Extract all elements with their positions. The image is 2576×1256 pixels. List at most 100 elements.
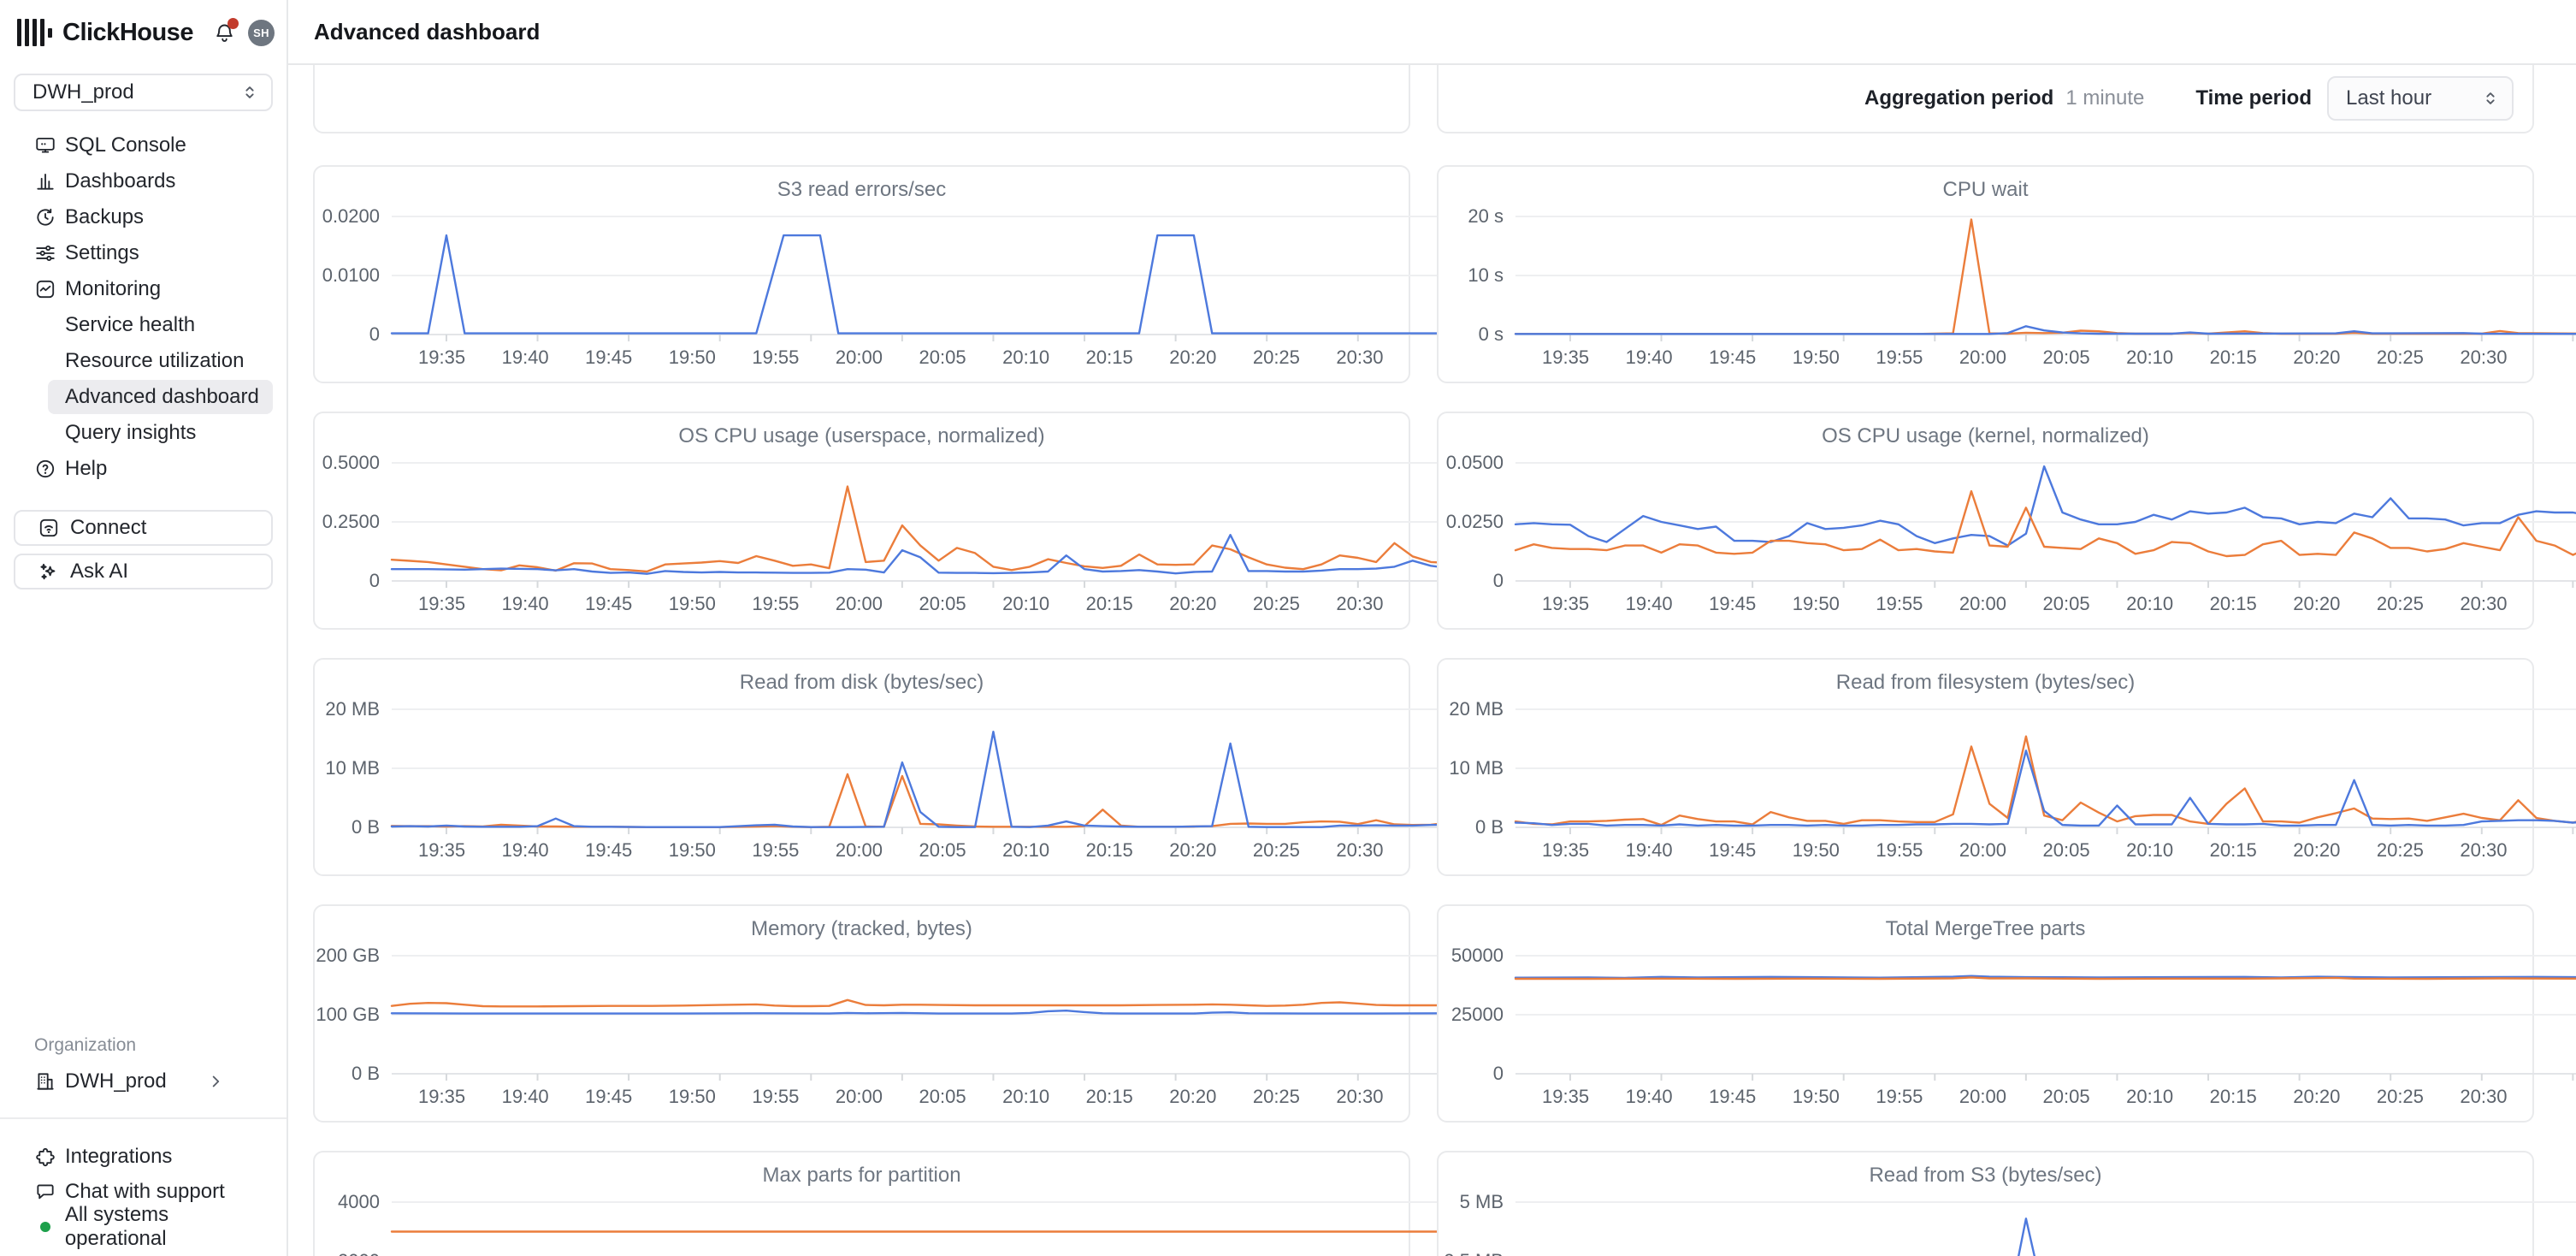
chart-plot-area[interactable]	[1515, 709, 2576, 834]
y-axis-tick-label: 0 B	[1474, 816, 1504, 838]
sidebar-item-query-insights[interactable]: Query insights	[65, 421, 197, 444]
notifications-bell-icon[interactable]	[210, 18, 239, 47]
x-axis-tick-label: 20:10	[1002, 1086, 1050, 1107]
x-axis-tick-label: 20:00	[835, 347, 883, 368]
series-line-orange	[392, 1000, 1486, 1007]
x-axis-tick-label: 20:05	[2042, 1086, 2090, 1107]
x-axis-tick-label: 20:20	[1169, 839, 1217, 861]
logo-bar	[25, 19, 29, 46]
chart-card-s3-read-errors: S3 read errors/sec 0.0200 0.0100 0 19:35 19:4…	[313, 165, 1410, 383]
organization-section-label: Organization	[34, 1035, 137, 1055]
x-axis-tick-label: 20:00	[1959, 839, 2006, 861]
sidebar-item-backups[interactable]: Backups	[14, 200, 273, 234]
chart-plot-area[interactable]	[392, 1202, 1486, 1256]
series-line-orange	[1515, 737, 2576, 826]
sidebar-item-dashboards[interactable]: Dashboards	[14, 164, 273, 198]
avatar[interactable]: SH	[248, 19, 275, 46]
chart-title: Max parts for partition	[762, 1164, 961, 1187]
clickhouse-logo[interactable]	[17, 18, 52, 47]
series-line-blue	[1515, 326, 2576, 334]
sidebar-item-sql-console[interactable]: SQL Console	[14, 128, 273, 163]
chevron-updown-icon	[2486, 92, 2495, 104]
chart-plot-area[interactable]	[1515, 463, 2576, 588]
chart-card-read-from-filesystem: Read from filesystem (bytes/sec) 20 MB 10 …	[1437, 658, 2534, 876]
series-line-blue	[1515, 976, 2576, 978]
sidebar-item-advanced-dashboard[interactable]: Advanced dashboard	[48, 380, 273, 414]
monitoring-chart-icon	[34, 278, 56, 300]
series-line-orange	[392, 774, 1486, 827]
x-axis-tick-label: 19:40	[501, 1086, 549, 1107]
y-axis-tick-label: 0	[369, 323, 380, 345]
chart-plot-area[interactable]	[1515, 956, 2576, 1081]
sidebar-item-help[interactable]: Help	[14, 452, 273, 486]
sidebar-item-resource-utilization[interactable]: Resource utilization	[65, 349, 245, 372]
time-period-select[interactable]: Last hour	[2327, 76, 2514, 121]
x-axis-tick-label: 20:25	[2376, 347, 2424, 368]
x-axis-tick-label: 20:25	[2376, 839, 2424, 861]
x-axis-tick-label: 20:20	[2293, 593, 2341, 614]
x-axis-tick-label: 19:50	[1792, 593, 1840, 614]
x-axis-tick-label: 20:15	[1085, 839, 1133, 861]
chart-title: Read from disk (bytes/sec)	[739, 671, 984, 694]
brand-wordmark: ClickHouse	[62, 18, 193, 46]
x-axis-tick-label: 20:10	[2126, 839, 2174, 861]
x-axis-tick-label: 20:20	[2293, 839, 2341, 861]
x-axis-tick-label: 20:05	[919, 347, 966, 368]
y-axis-tick-label: 200 GB	[316, 945, 380, 966]
x-axis-tick-label: 19:40	[1625, 839, 1673, 861]
y-axis-tick-label: 20 MB	[1449, 698, 1504, 720]
organization-item[interactable]: DWH_prod	[14, 1064, 273, 1099]
ask-ai-button[interactable]: Ask AI	[14, 554, 273, 589]
y-axis-tick-label: 20 s	[1468, 205, 1504, 227]
workspace-select[interactable]: DWH_prod	[14, 74, 273, 111]
x-axis-tick-label: 20:20	[1169, 347, 1217, 368]
notification-dot	[227, 18, 239, 29]
x-axis-tick-label: 20:25	[2376, 593, 2424, 614]
x-axis-tick-label: 19:45	[1709, 839, 1757, 861]
y-axis-tick-label: 25000	[1450, 1004, 1504, 1025]
y-axis-tick-label: 0	[1492, 570, 1504, 591]
chart-plot-area[interactable]	[1515, 1202, 2576, 1256]
connect-button[interactable]: Connect	[14, 510, 273, 546]
x-axis-tick-label: 20:25	[1252, 347, 1300, 368]
dashboard-scroll-area[interactable]: Aggregation period 1 minute Time period …	[288, 65, 2576, 1256]
y-axis-tick-label: 0	[369, 570, 380, 591]
sidebar-divider	[0, 1117, 287, 1119]
series-line-blue	[392, 535, 1486, 574]
sidebar-bottom: Organization DWH_prod Integrations Chat …	[0, 1035, 287, 1256]
sidebar-item-monitoring[interactable]: Monitoring	[14, 272, 273, 306]
x-axis-tick-label: 19:40	[1625, 347, 1673, 368]
chat-with-support-item[interactable]: Chat with support	[14, 1175, 273, 1209]
x-axis-tick-label: 19:35	[418, 347, 466, 368]
x-axis-tick-label: 19:50	[1792, 1086, 1840, 1107]
chart-title: Total MergeTree parts	[1885, 917, 2086, 940]
chart-plot-area[interactable]	[1515, 216, 2576, 341]
x-axis-tick-label: 20:15	[1085, 347, 1133, 368]
logo-bar	[17, 19, 21, 46]
integrations-item[interactable]: Integrations	[14, 1140, 273, 1174]
chevron-updown-icon	[245, 86, 254, 98]
x-axis-labels: 19:35 19:40 19:45 19:50 19:55 20:00 20:05 20:10…	[392, 839, 1393, 862]
y-axis-tick-label: 100 GB	[316, 1004, 380, 1025]
chart-plot-area[interactable]	[392, 463, 1486, 588]
x-axis-tick-label: 20:15	[2209, 347, 2257, 368]
system-status-item[interactable]: All systems operational	[14, 1203, 273, 1250]
series-line-orange	[1515, 220, 2576, 335]
status-green-dot	[40, 1222, 50, 1232]
x-axis-tick-label: 20:00	[835, 839, 883, 861]
x-axis-tick-label: 20:30	[2460, 1086, 2508, 1107]
time-period-label: Time period	[2195, 86, 2312, 110]
chart-card-memory-tracked: Memory (tracked, bytes) 200 GB 100 GB 0 B 19…	[313, 904, 1410, 1123]
sidebar-item-settings[interactable]: Settings	[14, 236, 273, 270]
chart-plot-area[interactable]	[392, 216, 1486, 341]
y-axis-tick-label: 0.0100	[322, 264, 380, 286]
settings-sliders-icon	[34, 242, 56, 264]
y-axis-tick-label: 0.0500	[1445, 452, 1504, 473]
chart-plot-area[interactable]	[392, 709, 1486, 834]
x-axis-tick-label: 19:45	[1709, 1086, 1757, 1107]
x-axis-tick-label: 19:35	[1542, 347, 1590, 368]
chart-plot-area[interactable]	[392, 956, 1486, 1081]
y-axis-tick-label: 10 MB	[1449, 757, 1504, 779]
sidebar-item-service-health[interactable]: Service health	[65, 313, 196, 336]
sparkles-icon	[38, 560, 60, 583]
